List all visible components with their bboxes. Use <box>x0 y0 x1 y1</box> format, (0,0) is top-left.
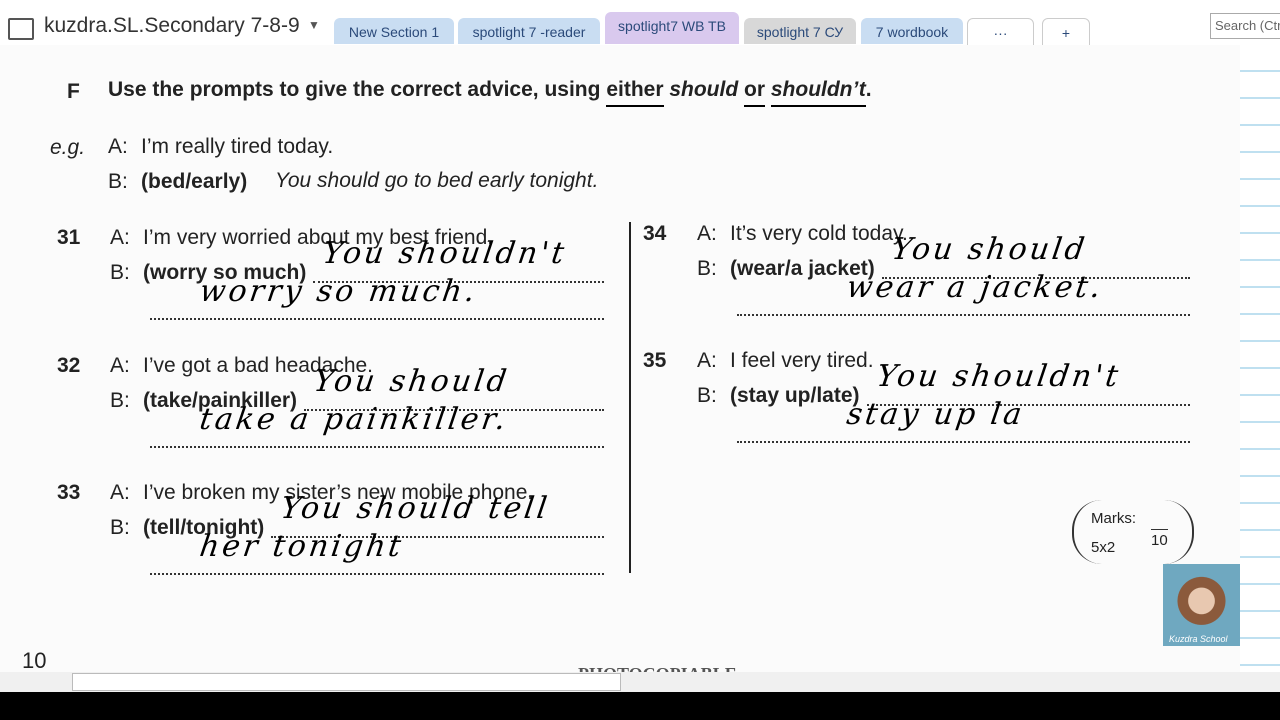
a-text: I feel very tired. <box>730 349 874 372</box>
answer-line <box>150 318 604 320</box>
section-tab[interactable]: 7 wordbook <box>861 18 963 44</box>
answer-line <box>313 281 604 283</box>
a-label: A: <box>697 222 717 245</box>
b-label: B: <box>110 261 130 284</box>
taskbar <box>0 692 1280 720</box>
b-prompt: (wear/a jacket) <box>730 257 875 280</box>
scroll-thumb[interactable] <box>72 673 621 691</box>
handwriting: wear a jacket. <box>844 270 1106 305</box>
handwriting: You shouldn't <box>320 236 570 271</box>
item-number: 31 <box>57 226 81 249</box>
marks-total: 10 <box>1151 529 1168 549</box>
a-text: I’m really tired today. <box>141 135 334 158</box>
more-tabs[interactable]: ··· <box>967 18 1034 46</box>
b-label: B: <box>697 257 717 280</box>
item-number: 32 <box>57 354 81 377</box>
b-label: B: <box>110 389 130 412</box>
b-prompt: (worry so much) <box>143 261 307 284</box>
handwriting: take a painkiller. <box>197 402 511 437</box>
notebook-dropdown[interactable]: ▼ <box>308 18 320 32</box>
answer-line <box>150 573 604 575</box>
instruction-part: Use the prompts to give the correct advi… <box>108 78 601 101</box>
handwriting: You should <box>889 232 1090 267</box>
instruction-part: should <box>669 78 739 101</box>
a-label: A: <box>697 349 717 372</box>
notebook-icon <box>8 18 34 40</box>
item-number: 35 <box>643 349 667 372</box>
divider <box>629 222 631 573</box>
b-answer: You should go to bed early tonight. <box>275 169 599 192</box>
page-number: 10 <box>22 648 47 673</box>
b-label: B: <box>110 516 130 539</box>
handwriting: worry so much. <box>197 274 480 309</box>
add-section[interactable]: + <box>1042 18 1090 46</box>
example-label: e.g. <box>50 136 86 159</box>
title-bar: kuzdra.SL.Secondary 7-8-9 ▼ Search (Ctrl… <box>0 0 1280 46</box>
answer-line <box>737 314 1190 316</box>
section-tab[interactable]: spotlight 7 -reader <box>458 18 600 44</box>
b-label: B: <box>108 170 128 193</box>
marks-label: Marks: <box>1091 510 1136 527</box>
section-tab[interactable]: New Section 1 <box>334 18 454 44</box>
answer-line <box>271 536 604 538</box>
exercise-letter: F <box>67 80 80 103</box>
scrollbar[interactable] <box>0 672 1280 692</box>
section-tab[interactable]: spotlight 7 СУ <box>744 18 856 44</box>
b-prompt: (bed/early) <box>141 170 248 193</box>
footer: PHOTOCOPIABLE <box>578 664 737 672</box>
instruction: Use the prompts to give the correct advi… <box>108 78 872 107</box>
item-number: 34 <box>643 222 667 245</box>
b-prompt: (stay up/late) <box>730 384 860 407</box>
marks-bracket <box>1072 500 1194 564</box>
handwriting: You should tell <box>278 491 553 526</box>
a-text: I’ve got a bad headache. <box>143 354 374 377</box>
a-text: It’s very cold today. <box>730 222 908 245</box>
answer-line <box>881 277 1190 279</box>
handwriting: You shouldn't <box>874 359 1123 394</box>
a-label: A: <box>110 226 130 249</box>
instruction-part: . <box>865 78 872 101</box>
avatar-caption: Kuzdra School <box>1169 634 1228 644</box>
answer-line <box>150 446 604 448</box>
avatar: Kuzdra School <box>1163 564 1240 646</box>
handwriting: stay up la <box>844 397 1027 432</box>
instruction-part: or <box>744 78 766 107</box>
a-label: A: <box>108 135 128 158</box>
page-content: F Use the prompts to give the correct adv… <box>0 45 1240 673</box>
a-label: A: <box>110 354 130 377</box>
section-tab[interactable]: spotlight7 WB TB <box>605 12 739 44</box>
a-label: A: <box>110 481 130 504</box>
answer-line <box>304 409 604 411</box>
b-prompt: (take/painkiller) <box>143 389 298 412</box>
notebook-title[interactable]: kuzdra.SL.Secondary 7-8-9 <box>44 14 300 37</box>
handwriting: You should <box>311 364 512 399</box>
a-text: I’ve broken my sister’s new mobile phone… <box>143 481 534 504</box>
a-text: I’m very worried about my best friend. <box>143 226 494 249</box>
instruction-part: shouldn’t <box>770 78 866 107</box>
handwriting: her tonight <box>197 529 407 564</box>
search-box[interactable]: Search (Ctrl <box>1210 13 1280 39</box>
answer-line <box>866 404 1190 406</box>
b-prompt: (tell/tonight) <box>143 516 265 539</box>
instruction-part: either <box>606 78 664 107</box>
b-label: B: <box>697 384 717 407</box>
answer-line <box>737 441 1190 443</box>
page-lines <box>1240 45 1280 672</box>
marks-formula: 5x2 <box>1091 539 1116 556</box>
item-number: 33 <box>57 481 81 504</box>
